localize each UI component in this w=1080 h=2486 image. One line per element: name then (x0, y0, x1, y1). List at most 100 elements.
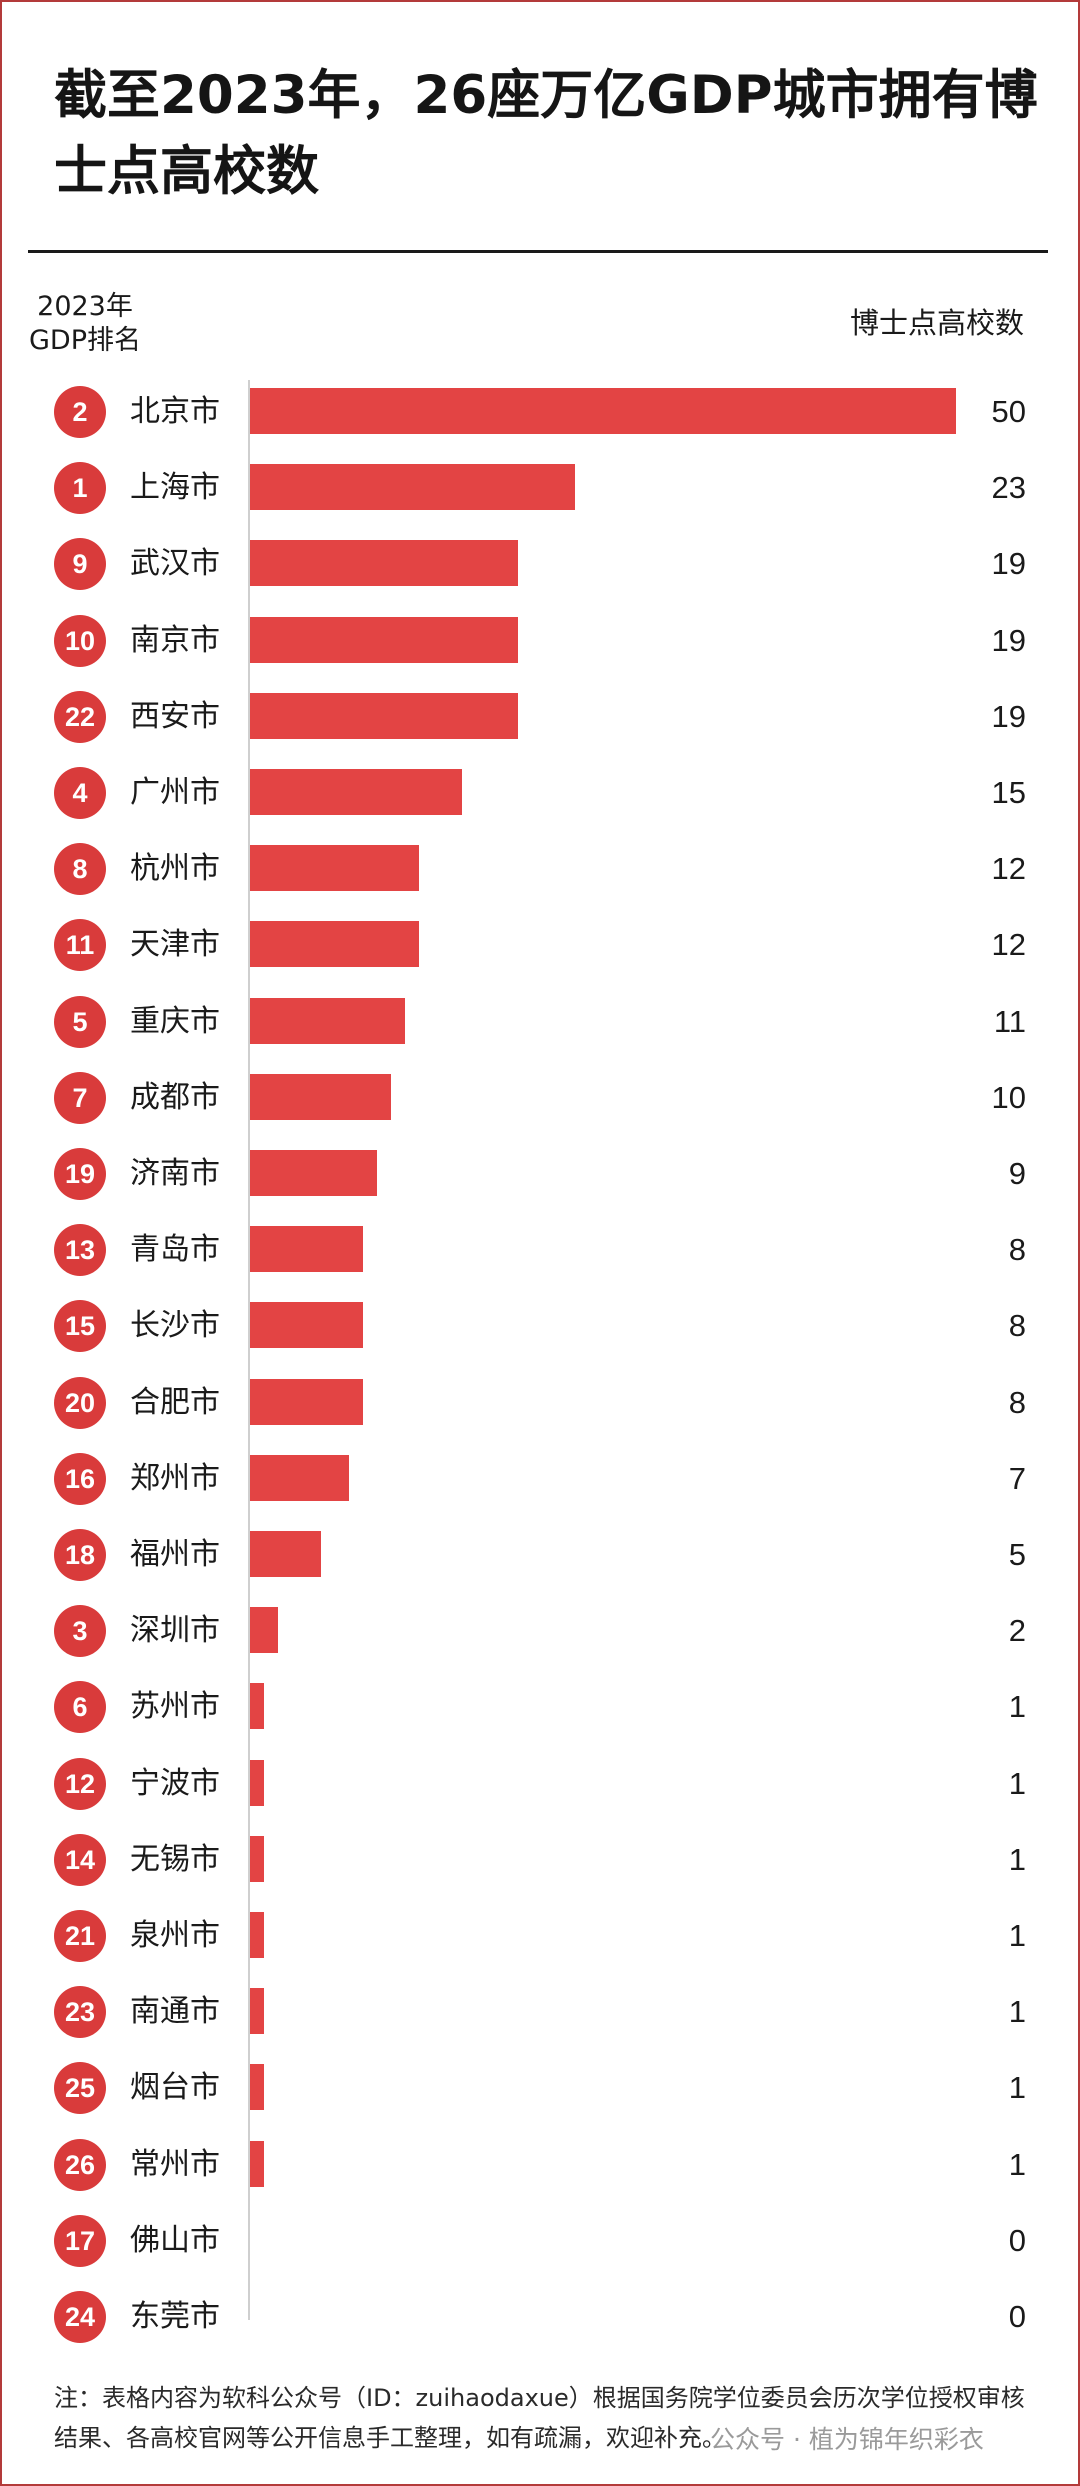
gdp-rank-badge: 12 (54, 1757, 106, 1810)
city-label: 深圳市 (130, 1613, 220, 1649)
city-label: 西安市 (130, 698, 220, 734)
value-bar (250, 1302, 363, 1349)
gdp-rank-badge: 11 (54, 919, 106, 972)
city-label: 长沙市 (130, 1308, 220, 1344)
gdp-rank-badge: 5 (54, 995, 106, 1048)
gdp-rank-badge: 7 (54, 1071, 106, 1124)
chart-row: 18 福州市 5 (0, 1517, 1080, 1593)
value-column-header: 博士点高校数 (849, 306, 1024, 340)
gdp-rank-badge: 10 (54, 614, 106, 667)
value-label: 15 (991, 775, 1026, 810)
chart-row: 25 烟台市 1 (0, 2050, 1080, 2126)
value-bar (250, 1759, 265, 1806)
value-bar (250, 1988, 265, 2035)
value-bar (250, 1226, 363, 1273)
value-bar (250, 1835, 265, 1882)
city-label: 郑州市 (130, 1460, 220, 1496)
value-bar (250, 1150, 378, 1196)
city-label: 天津市 (130, 927, 220, 963)
gdp-rank-badge: 3 (54, 1605, 106, 1658)
chart-row: 2 北京市 50 (0, 374, 1080, 450)
chart-row: 8 杭州市 12 (0, 831, 1080, 907)
city-label: 泉州市 (130, 1918, 220, 1953)
gdp-rank-badge: 18 (54, 1529, 106, 1581)
city-label: 福州市 (130, 1537, 220, 1572)
chart-row: 19 济南市 9 (0, 1136, 1080, 1212)
city-label: 上海市 (130, 470, 220, 506)
value-label: 8 (1008, 1384, 1026, 1420)
value-bar (250, 2140, 265, 2187)
value-label: 9 (1008, 1156, 1026, 1191)
value-bar (250, 540, 519, 587)
chart-row: 23 南通市 1 (0, 1974, 1080, 2050)
value-label: 1 (1008, 1841, 1026, 1877)
value-label: 7 (1008, 1460, 1026, 1496)
gdp-rank-badge: 26 (54, 2138, 106, 2191)
city-label: 成都市 (130, 1079, 220, 1115)
city-label: 广州市 (130, 775, 220, 810)
chart-row: 11 天津市 12 (0, 907, 1080, 983)
value-bar (250, 769, 462, 815)
value-label: 19 (991, 546, 1026, 582)
gdp-rank-badge: 15 (54, 1300, 106, 1353)
value-bar (250, 1607, 279, 1654)
title-divider (28, 250, 1048, 253)
value-label: 5 (1008, 1537, 1026, 1572)
gdp-rank-badge: 13 (54, 1224, 106, 1277)
city-label: 无锡市 (130, 1841, 220, 1877)
gdp-rank-badge: 22 (54, 690, 106, 743)
city-label: 北京市 (130, 394, 220, 429)
chart-row: 15 长沙市 8 (0, 1288, 1080, 1364)
value-bar (250, 997, 406, 1044)
value-label: 19 (991, 698, 1026, 734)
gdp-rank-badge: 4 (54, 767, 106, 819)
value-label: 50 (991, 394, 1026, 429)
gdp-rank-badge: 21 (54, 1910, 106, 1962)
value-bar (250, 1378, 363, 1425)
value-bar (250, 464, 575, 511)
city-label: 苏州市 (130, 1689, 220, 1725)
city-label: 杭州市 (130, 851, 220, 887)
chart-row: 4 广州市 15 (0, 755, 1080, 831)
rank-header-line2: GDP排名 (29, 325, 141, 356)
gdp-rank-badge: 14 (54, 1833, 106, 1886)
value-bar (250, 616, 519, 663)
value-bar (250, 2064, 265, 2111)
city-label: 济南市 (130, 1156, 220, 1191)
chart-row: 26 常州市 1 (0, 2127, 1080, 2203)
value-bar (250, 388, 956, 434)
value-label: 19 (991, 622, 1026, 658)
chart-row: 17 佛山市 0 (0, 2203, 1080, 2279)
value-bar (250, 1531, 321, 1577)
value-bar (250, 1683, 265, 1730)
gdp-rank-badge: 23 (54, 1986, 106, 2039)
gdp-rank-badge: 9 (54, 538, 106, 591)
value-bar (250, 921, 420, 968)
value-bar (250, 845, 420, 892)
chart-row: 6 苏州市 1 (0, 1669, 1080, 1745)
city-label: 青岛市 (130, 1232, 220, 1268)
gdp-rank-badge: 2 (54, 386, 106, 438)
value-bar (250, 1912, 265, 1958)
chart-title: 截至2023年，26座万亿GDP城市拥有博士点高校数 (54, 65, 1038, 202)
city-label: 佛山市 (130, 2222, 220, 2258)
gdp-rank-badge: 8 (54, 843, 106, 896)
gdp-rank-badge: 16 (54, 1452, 106, 1505)
value-label: 1 (1008, 1994, 1026, 2030)
gdp-rank-badge: 24 (54, 2291, 106, 2343)
gdp-rank-badge: 25 (54, 2062, 106, 2115)
chart-row: 10 南京市 19 (0, 603, 1080, 679)
city-label: 烟台市 (130, 2070, 220, 2106)
city-label: 东莞市 (130, 2299, 220, 2334)
chart-row: 16 郑州市 7 (0, 1441, 1080, 1517)
value-label: 8 (1008, 1232, 1026, 1268)
source-watermark: 公众号 · 植为锦年织彩衣 (710, 2425, 984, 2454)
value-label: 11 (993, 1003, 1026, 1039)
value-label: 0 (1008, 2299, 1026, 2334)
value-bar (250, 1454, 349, 1501)
value-label: 1 (1008, 2070, 1026, 2106)
value-label: 10 (991, 1079, 1026, 1115)
value-label: 8 (1008, 1308, 1026, 1344)
value-label: 1 (1008, 2146, 1026, 2182)
value-label: 1 (1008, 1689, 1026, 1725)
